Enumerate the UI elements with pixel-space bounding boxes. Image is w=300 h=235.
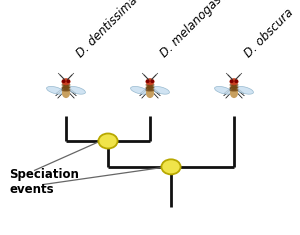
Ellipse shape	[230, 87, 238, 88]
Ellipse shape	[230, 89, 238, 91]
Ellipse shape	[62, 84, 70, 86]
Ellipse shape	[62, 88, 70, 98]
Ellipse shape	[214, 86, 232, 94]
Ellipse shape	[146, 84, 154, 86]
Text: D. dentissima: D. dentissima	[74, 0, 140, 60]
Ellipse shape	[146, 89, 154, 91]
Circle shape	[67, 80, 70, 82]
Ellipse shape	[230, 88, 238, 98]
Circle shape	[161, 159, 181, 174]
Circle shape	[230, 78, 238, 85]
Ellipse shape	[230, 84, 238, 90]
Ellipse shape	[130, 86, 148, 94]
Ellipse shape	[236, 86, 254, 94]
Circle shape	[146, 80, 149, 82]
Circle shape	[98, 133, 118, 149]
Ellipse shape	[146, 88, 154, 98]
Circle shape	[230, 80, 233, 82]
Circle shape	[151, 80, 154, 82]
Circle shape	[61, 78, 70, 85]
Circle shape	[235, 80, 238, 82]
Ellipse shape	[62, 87, 70, 88]
Text: Speciation
events: Speciation events	[9, 168, 79, 196]
Circle shape	[62, 80, 65, 82]
Ellipse shape	[46, 86, 64, 94]
Ellipse shape	[230, 84, 238, 86]
Ellipse shape	[152, 86, 169, 94]
Ellipse shape	[146, 87, 154, 88]
Ellipse shape	[62, 89, 70, 91]
Ellipse shape	[146, 84, 154, 90]
Ellipse shape	[62, 84, 70, 90]
Circle shape	[146, 78, 154, 85]
Ellipse shape	[68, 86, 86, 94]
Text: D. obscura: D. obscura	[242, 6, 296, 60]
Text: D. melanogaster: D. melanogaster	[158, 0, 236, 60]
